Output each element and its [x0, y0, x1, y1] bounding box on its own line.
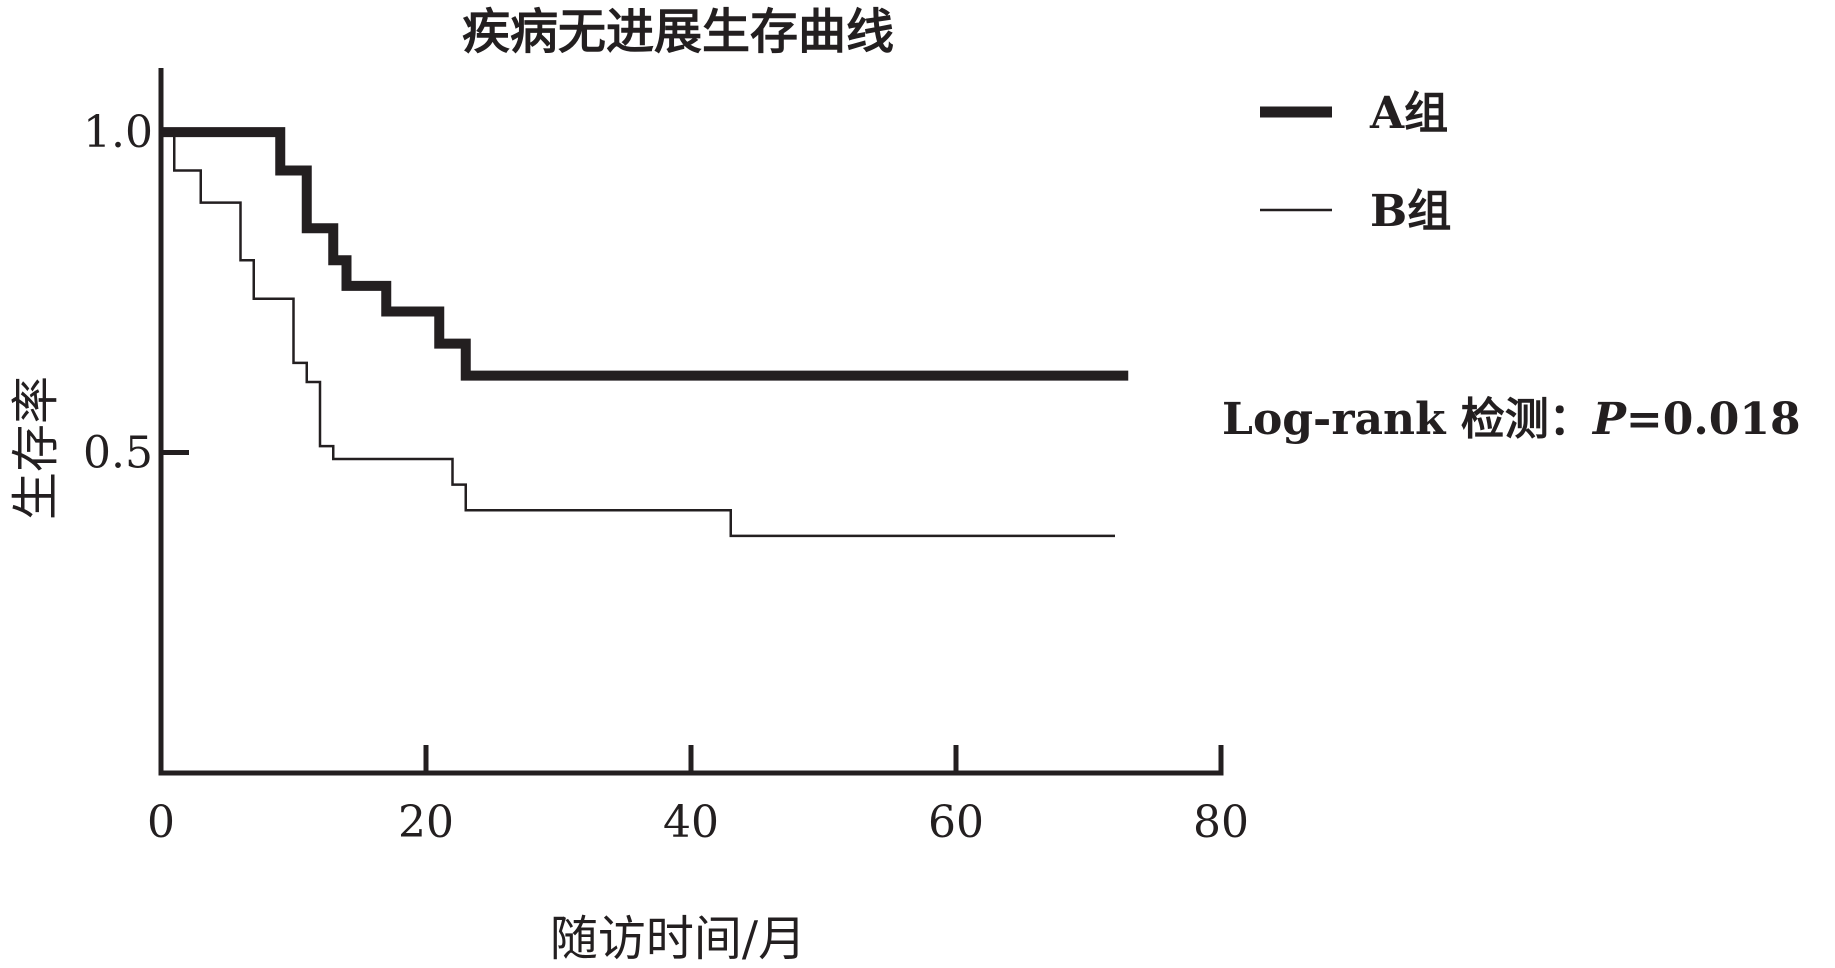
x-tick-label: 60	[928, 797, 984, 848]
log-rank-annotation: Log-rank 检测：P=0.018	[1222, 394, 1801, 445]
x-tick-label: 0	[147, 797, 175, 848]
y-axis-ticks: 0.5 1.0	[83, 107, 189, 479]
chart-title: 疾病无进展生存曲线	[462, 4, 894, 60]
log-rank-prefix: Log-rank 检测：	[1222, 394, 1593, 445]
p-value: =0.018	[1626, 394, 1801, 445]
y-axis-label: 生存率	[8, 376, 64, 520]
y-tick-label: 1.0	[83, 107, 153, 158]
legend-label-a: A组	[1369, 88, 1448, 139]
series-layer	[161, 127, 1129, 538]
survival-curve-a	[161, 127, 1129, 381]
x-tick-label: 80	[1193, 797, 1249, 848]
y-tick-label: 0.5	[83, 428, 153, 479]
p-symbol: P	[1591, 394, 1628, 445]
legend-label-b: B组	[1370, 186, 1451, 237]
survival-curve-b	[161, 130, 1115, 538]
x-tick-label: 40	[663, 797, 719, 848]
x-tick-label: 20	[398, 797, 454, 848]
legend: A组 B组	[1260, 88, 1451, 237]
x-axis-label: 随访时间/月	[550, 911, 806, 967]
x-axis-ticks: 0 20 40 60 80	[147, 745, 1249, 848]
